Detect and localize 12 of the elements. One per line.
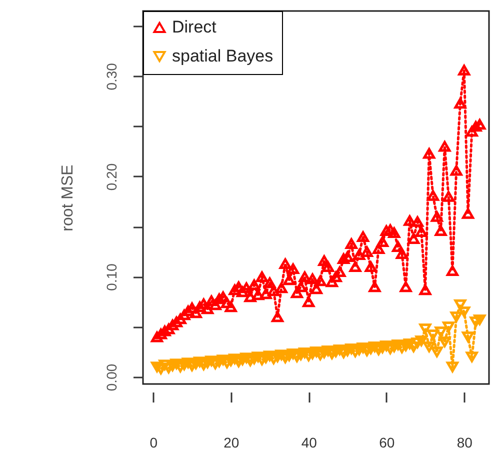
y-axis-title: root MSE: [60, 164, 76, 232]
y-tick-label: 0.30: [104, 62, 120, 90]
x-tick-label: 40: [301, 434, 318, 450]
x-tick-label: 80: [456, 434, 473, 450]
legend-label: Direct: [172, 18, 217, 36]
x-tick-label: 20: [224, 434, 240, 450]
y-tick-label: 0.10: [104, 263, 120, 291]
legend-label: spatial Bayes: [172, 46, 274, 66]
y-tick-label: 0.20: [104, 163, 120, 191]
x-tick-label: 60: [379, 434, 395, 450]
y-tick-label: 0.00: [104, 364, 120, 392]
x-tick-label: 0: [150, 434, 158, 450]
